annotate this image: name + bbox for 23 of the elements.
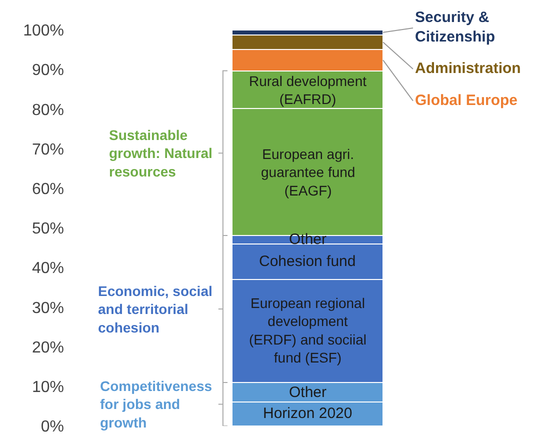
y-tick-label: 10% <box>32 379 64 396</box>
y-tick-label: 30% <box>32 300 64 317</box>
text: Global Europe <box>415 92 518 109</box>
y-tick-label: 70% <box>32 141 64 158</box>
text: Administration <box>415 60 521 77</box>
text: Economic, social and territorial cohesion <box>98 283 212 336</box>
y-tick-label: 50% <box>32 220 64 238</box>
y-tick-label: 0% <box>40 418 64 436</box>
series-label: Other <box>289 384 327 401</box>
y-tick-label: 60% <box>32 181 64 198</box>
text: Security & Citizenship <box>415 9 496 46</box>
y-tick-label: 40% <box>32 260 64 278</box>
series-label: Rural development (EAFRD) <box>249 73 367 108</box>
series-label: European agri. guarantee fund (EAGF) <box>261 146 356 198</box>
series-label: European regional development (ERDF) and sociial fund (ESF) <box>249 295 366 366</box>
y-tick-label: 20% <box>32 339 64 356</box>
y-tick-label: 100% <box>23 22 64 40</box>
y-tick-label: 90% <box>32 62 64 80</box>
series-label: Horizon 2020 <box>263 405 352 422</box>
text: Competitiveness for jobs and growth <box>100 378 212 430</box>
series-label: Cohesion fund <box>259 253 356 270</box>
text: Sustainable growth: Natural resources <box>109 127 212 180</box>
y-tick-label: 80% <box>32 102 64 119</box>
